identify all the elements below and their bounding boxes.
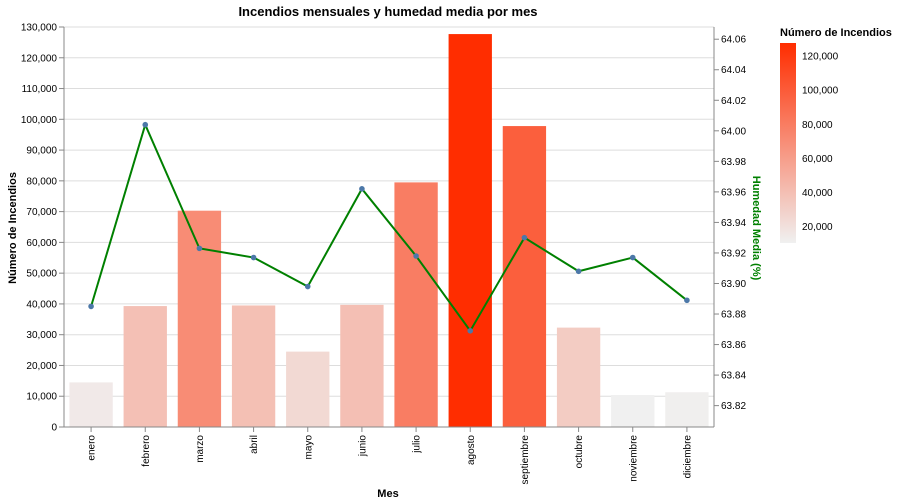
x-tick-label: junio <box>357 435 368 458</box>
y2-tick-label: 63.98 <box>721 157 746 168</box>
y-tick-label: 130,000 <box>21 23 58 34</box>
bar-noviembre <box>611 395 655 427</box>
y2-tick-label: 64.00 <box>721 126 746 137</box>
legend-title: Número de Incendios <box>780 27 892 39</box>
y-tick-label: 50,000 <box>26 269 57 280</box>
y-axis-title: Número de Incendios <box>7 172 19 284</box>
x-tick-label: octubre <box>574 435 585 469</box>
y2-axis-title: Humedad Media (%) <box>750 176 762 281</box>
x-tick-label: julio <box>412 435 423 454</box>
bar-octubre <box>556 327 601 427</box>
bar-julio <box>394 182 438 427</box>
y-tick-label: 80,000 <box>26 176 57 187</box>
legend-label: 100,000 <box>802 86 839 97</box>
y2-tick-label: 63.96 <box>721 187 746 198</box>
x-tick-label: noviembre <box>628 435 639 482</box>
legend-label: 60,000 <box>802 154 833 165</box>
y2-tick-label: 64.04 <box>721 65 746 76</box>
y-tick-label: 90,000 <box>26 146 57 157</box>
humidity-point-diciembre <box>684 297 690 304</box>
x-tick-label: enero <box>87 435 98 461</box>
y-tick-label: 10,000 <box>26 392 57 403</box>
y-tick-label: 20,000 <box>26 361 57 372</box>
bar-febrero <box>123 306 167 427</box>
x-tick-label: abril <box>249 435 260 454</box>
x-tick-label: diciembre <box>682 435 693 479</box>
bar-septiembre <box>502 126 547 428</box>
bar-diciembre <box>665 392 709 427</box>
chart-title: Incendios mensuales y humedad media por … <box>238 4 537 19</box>
y-tick-label: 40,000 <box>26 299 57 310</box>
y2-tick-label: 63.94 <box>721 218 746 229</box>
y-tick-label: 100,000 <box>21 115 58 126</box>
x-tick-label: marzo <box>195 435 206 463</box>
y-tick-label: 120,000 <box>21 53 58 64</box>
humidity-line <box>90 121 688 333</box>
y-tick-label: 70,000 <box>26 207 57 218</box>
y2-tick-label: 64.06 <box>721 35 746 46</box>
y-tick-label: 110,000 <box>22 84 58 95</box>
humidity-point-septiembre <box>521 234 528 241</box>
bar-junio <box>340 304 384 427</box>
y2-tick-label: 63.90 <box>721 279 746 290</box>
legend-label: 120,000 <box>802 52 839 63</box>
x-axis-title: Mes <box>377 488 398 500</box>
line-layer <box>88 121 690 334</box>
bar-agosto <box>448 34 492 427</box>
humidity-point-agosto <box>467 328 474 334</box>
bar-mayo <box>286 351 330 427</box>
y2-tick-label: 63.92 <box>721 248 746 259</box>
y2-tick-label: 63.84 <box>721 371 746 382</box>
y-tick-label: 30,000 <box>26 330 57 341</box>
bars-layer <box>69 34 709 428</box>
x-tick-label: septiembre <box>520 435 531 485</box>
legend-label: 40,000 <box>802 188 833 199</box>
bar-marzo <box>177 210 222 427</box>
x-tick-label: febrero <box>141 435 152 467</box>
y2-tick-label: 63.86 <box>721 340 746 351</box>
humidity-point-junio <box>359 186 365 192</box>
legend-label: 80,000 <box>802 120 833 131</box>
y2-tick-label: 64.02 <box>721 96 746 107</box>
humidity-point-marzo <box>196 245 203 252</box>
x-tick-label: mayo <box>303 435 314 460</box>
humidity-point-octubre <box>575 268 582 275</box>
y-tick-label: 0 <box>51 423 57 434</box>
humidity-point-noviembre <box>629 254 636 261</box>
humidity-point-enero <box>88 303 94 310</box>
y2-tick-label: 63.88 <box>721 310 746 321</box>
bar-enero <box>69 382 113 427</box>
grid-layer <box>64 26 714 428</box>
humidity-point-julio <box>413 253 419 259</box>
bar-abril <box>231 305 276 427</box>
legend: Número de Incendios 20,000 40,000 60,000 80… <box>780 27 892 243</box>
y2-tick-label: 63.82 <box>721 401 746 412</box>
axes-layer: 0 10,000 20,000 30,000 40,000 50,000 60,000 70,… <box>21 23 747 485</box>
x-tick-label: agosto <box>466 435 477 465</box>
humidity-point-mayo <box>304 283 311 290</box>
y-tick-label: 60,000 <box>26 238 57 249</box>
humidity-point-febrero <box>142 121 149 128</box>
legend-color-ramp <box>780 43 796 243</box>
legend-label: 20,000 <box>802 222 833 233</box>
humidity-point-abril <box>250 254 257 261</box>
